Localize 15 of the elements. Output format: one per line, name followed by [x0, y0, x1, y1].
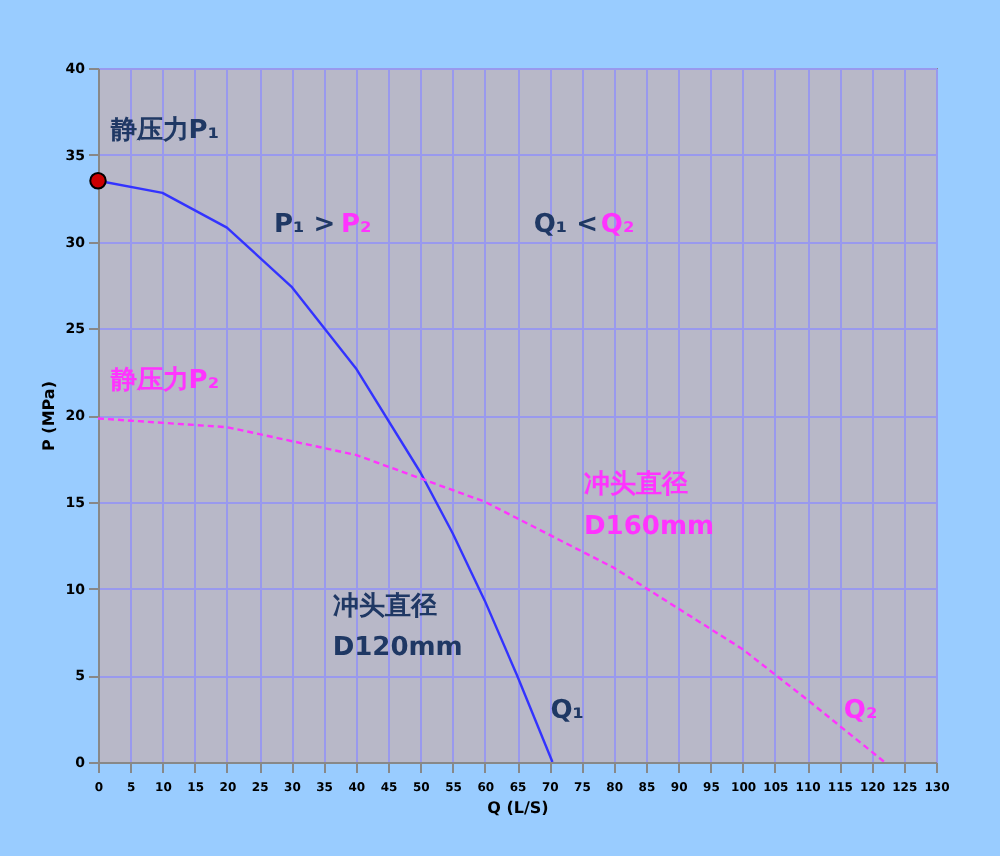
annotation: Q₂	[843, 695, 878, 726]
x-axis-title: Q (L/S)	[487, 799, 549, 817]
y-axis-title: P (MPa)	[39, 381, 58, 451]
annotation: D160mm	[584, 512, 715, 543]
annotation: D120mm	[332, 633, 463, 664]
annotation: Q₁	[550, 695, 585, 726]
annotation: 冲头直径	[332, 591, 437, 622]
annotation: P₂	[341, 210, 372, 241]
annotation: 静压力P₁	[108, 116, 220, 147]
annotation: 静压力P₂	[108, 366, 220, 397]
annotation: P₁ >	[273, 210, 336, 241]
line-series	[98, 417, 886, 762]
annotation: 冲头直径	[584, 470, 689, 501]
annotation: Q₁ <	[533, 210, 599, 241]
annotation: Q₂	[600, 210, 635, 241]
